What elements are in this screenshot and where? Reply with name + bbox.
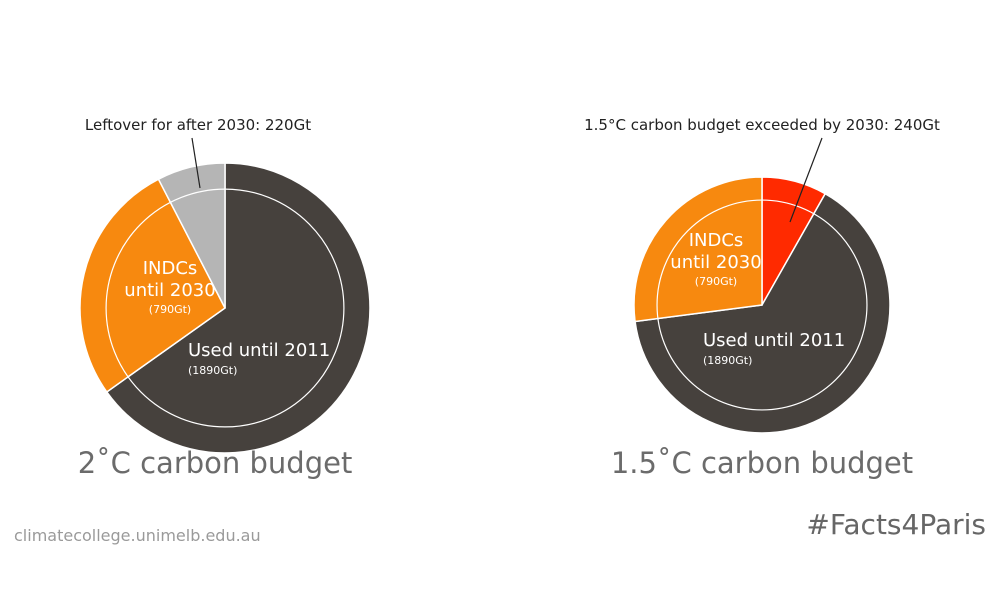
slice-label: Used until 2011 (1890Gt) — [188, 340, 330, 377]
category-label: 1.5°C carbon budget exceeded by 2030: 24… — [584, 116, 940, 134]
pie-slice — [105, 162, 371, 454]
category-label: INDCs until 2030 — [670, 230, 762, 273]
category-label: Leftover for after 2030: 220Gt — [84, 116, 312, 134]
chart-title: 2˚C carbon budget — [77, 446, 353, 480]
category-label: Used until 2011 — [188, 340, 331, 361]
slice-label: INDCs until 2030 (790Gt) — [666, 230, 766, 288]
value-label: (1890Gt) — [703, 353, 753, 367]
chart-title: 1.5˚C carbon budget — [610, 446, 914, 480]
slice-label: INDCs until 2030 (790Gt) — [120, 258, 220, 316]
annotation: 1.5°C carbon budget exceeded by 2030: 24… — [584, 116, 940, 134]
value-label: (790Gt) — [694, 275, 738, 289]
leader-line — [789, 137, 823, 223]
pie-slice — [634, 192, 891, 434]
pie-slice — [633, 176, 763, 323]
category-label: INDCs until 2030 — [124, 258, 216, 301]
leader-line — [191, 137, 201, 189]
pie-slice — [157, 162, 226, 309]
budget-ring — [656, 199, 868, 411]
pie-slice — [79, 178, 226, 393]
source: climatecollege.unimelb.edu.au — [14, 526, 261, 545]
value-label: (790Gt) — [148, 303, 192, 317]
hashtag: #Facts4Paris — [806, 508, 986, 541]
slice-label: Used until 2011 (1890Gt) — [703, 330, 845, 367]
budget-ring — [105, 188, 345, 428]
value-label: (1890Gt) — [188, 363, 238, 377]
category-label: Used until 2011 — [703, 330, 846, 351]
annotation: Leftover for after 2030: 220Gt — [85, 116, 311, 134]
